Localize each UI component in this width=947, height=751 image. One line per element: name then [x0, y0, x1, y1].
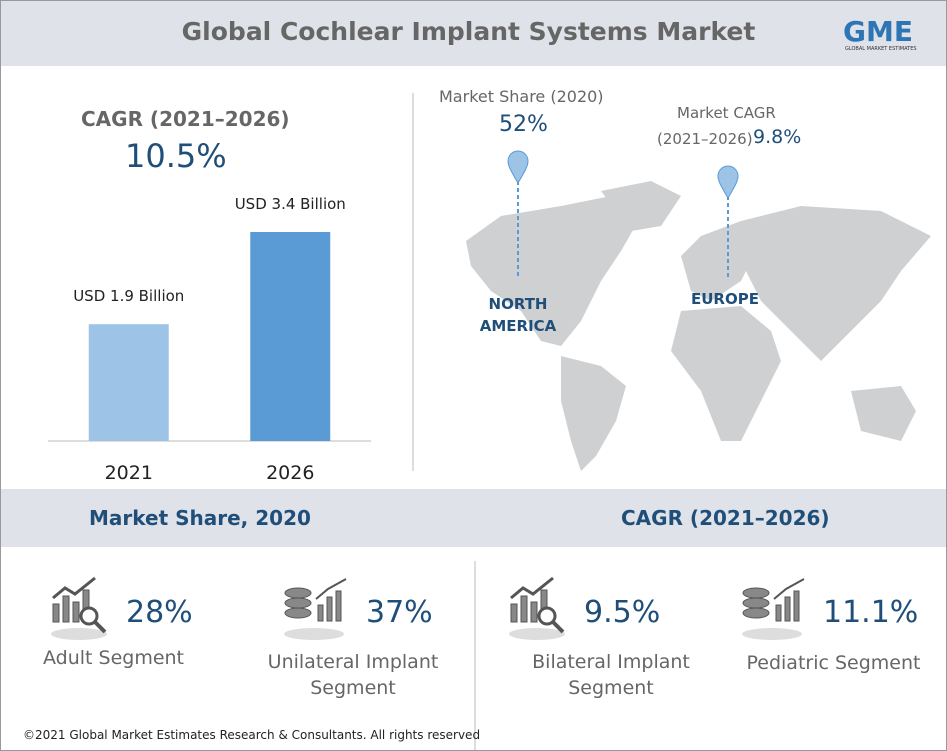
map-value: 9.8%: [753, 126, 802, 148]
icon: [742, 578, 805, 640]
continent: [561, 356, 626, 471]
continent: [741, 206, 931, 361]
x-tick-label: 2021: [105, 462, 153, 484]
continent: [851, 386, 916, 441]
item-value: 11.1%: [823, 595, 919, 630]
title: Global Cochlear Implant Systems Market: [181, 17, 756, 46]
section-title: Market Share, 2020: [89, 506, 311, 530]
item-label: Pediatric Segment: [746, 652, 921, 674]
icon: [284, 578, 347, 640]
icon: [509, 576, 565, 640]
value-label: USD 3.4 Billion: [235, 195, 346, 213]
header-band: [1, 1, 946, 66]
map-label: Market CAGR: [677, 104, 776, 122]
bar: [250, 232, 331, 441]
pin: [507, 150, 529, 184]
continent: [671, 306, 781, 441]
continent: [681, 221, 761, 301]
section-band: [1, 489, 946, 547]
logo: GME: [843, 15, 913, 48]
value-label: USD 1.9 Billion: [73, 287, 184, 305]
bar: [88, 324, 169, 441]
pin: [717, 165, 739, 199]
region-label: EUROPE: [691, 290, 759, 308]
item-value: 9.5%: [584, 595, 661, 630]
section-title: CAGR (2021–2026): [621, 506, 830, 530]
item-label: Bilateral Implant Segment: [532, 651, 690, 699]
map-label: (2021–2026): [657, 130, 753, 148]
cagr-label: CAGR (2021–2026): [81, 107, 290, 131]
item-value: 28%: [126, 595, 193, 630]
x-tick-label: 2026: [266, 462, 314, 484]
pins: [507, 150, 739, 279]
item-label: Unilateral Implant Segment: [267, 651, 439, 699]
logo-sub: GLOBAL MARKET ESTIMATES: [845, 46, 917, 52]
icons: [51, 576, 805, 640]
footer: ©2021 Global Market Estimates Research &…: [23, 728, 481, 742]
item-label: Adult Segment: [42, 647, 185, 669]
icon: [51, 576, 107, 640]
map-value: 52%: [499, 112, 548, 137]
item-value: 37%: [366, 595, 433, 630]
world-map: [466, 181, 931, 471]
continent: [601, 181, 681, 231]
cagr-value: 10.5%: [125, 137, 227, 175]
continent: [466, 196, 641, 346]
map-label: Market Share (2020): [439, 87, 604, 106]
region-label: NORTH AMERICA: [479, 295, 557, 335]
